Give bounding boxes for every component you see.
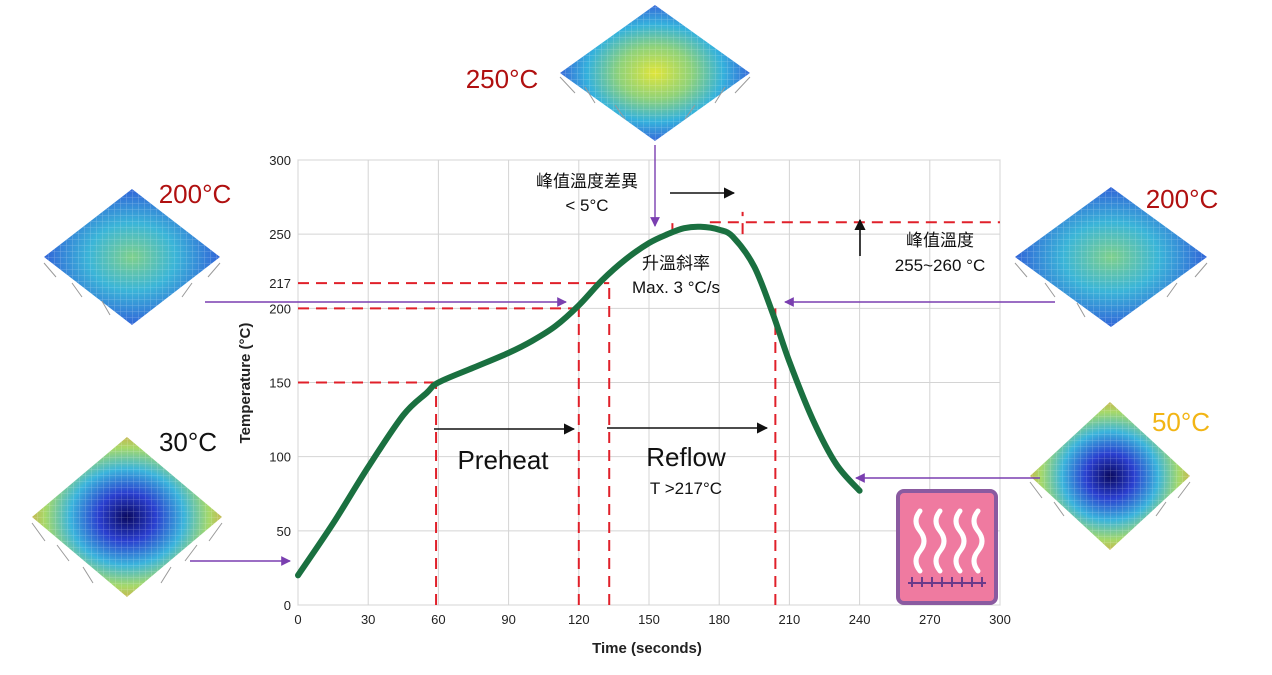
x-tick-label: 120 [568, 612, 590, 627]
x-tick-label: 180 [708, 612, 730, 627]
y-tick-label: 50 [277, 524, 291, 539]
x-axis-title: Time (seconds) [592, 640, 702, 657]
temp-label-200-left: 200°C [159, 179, 232, 209]
reflow-temperature-curve [295, 223, 863, 579]
y-tick-label: 300 [269, 153, 291, 168]
x-tick-label: 90 [501, 612, 515, 627]
warpage-map-icon [559, 5, 751, 141]
x-tick-label: 30 [361, 612, 375, 627]
y-tick-labels: 0 50 100 150 200 250 300 217 [269, 153, 291, 613]
warpage-map-icon [1029, 402, 1191, 550]
peak-temp-title: 峰值溫度 [906, 231, 974, 250]
reflow-label: Reflow [646, 442, 726, 472]
warpage-map-icon [1014, 187, 1208, 327]
x-tick-label: 300 [989, 612, 1011, 627]
temp-label-250: 250°C [466, 64, 539, 94]
x-tick-label: 210 [779, 612, 801, 627]
reflow-condition: T >217°C [650, 479, 722, 498]
y-tick-label: 100 [269, 450, 291, 465]
x-tick-label: 240 [849, 612, 871, 627]
heater-icon [896, 489, 998, 605]
x-tick-label: 0 [294, 612, 301, 627]
preheat-label: Preheat [457, 445, 549, 475]
y-tick-label: 250 [269, 227, 291, 242]
temp-label-30: 30°C [159, 427, 217, 457]
warpage-map-icon [31, 437, 223, 597]
y-tick-label-217: 217 [269, 276, 291, 291]
temp-label-50: 50°C [1152, 407, 1210, 437]
temp-label-200-right: 200°C [1146, 184, 1219, 214]
x-tick-label: 150 [638, 612, 660, 627]
ramp-rate-title: 升溫斜率 [642, 254, 710, 273]
peak-diff-title: 峰值溫度差異 [536, 172, 638, 191]
x-tick-labels: 0 30 60 90 120 150 180 210 240 270 300 [294, 612, 1010, 627]
ramp-rate-value: Max. 3 °C/s [632, 278, 720, 297]
peak-temp-value: 255~260 °C [895, 256, 985, 275]
y-tick-label: 200 [269, 301, 291, 316]
x-tick-label: 60 [431, 612, 445, 627]
y-tick-label: 150 [269, 376, 291, 391]
peak-diff-value: < 5°C [565, 196, 608, 215]
warpage-map-icon [43, 189, 221, 325]
y-tick-label: 0 [284, 598, 291, 613]
y-axis-title: Temperature (°C) [237, 323, 254, 444]
x-tick-label: 270 [919, 612, 941, 627]
